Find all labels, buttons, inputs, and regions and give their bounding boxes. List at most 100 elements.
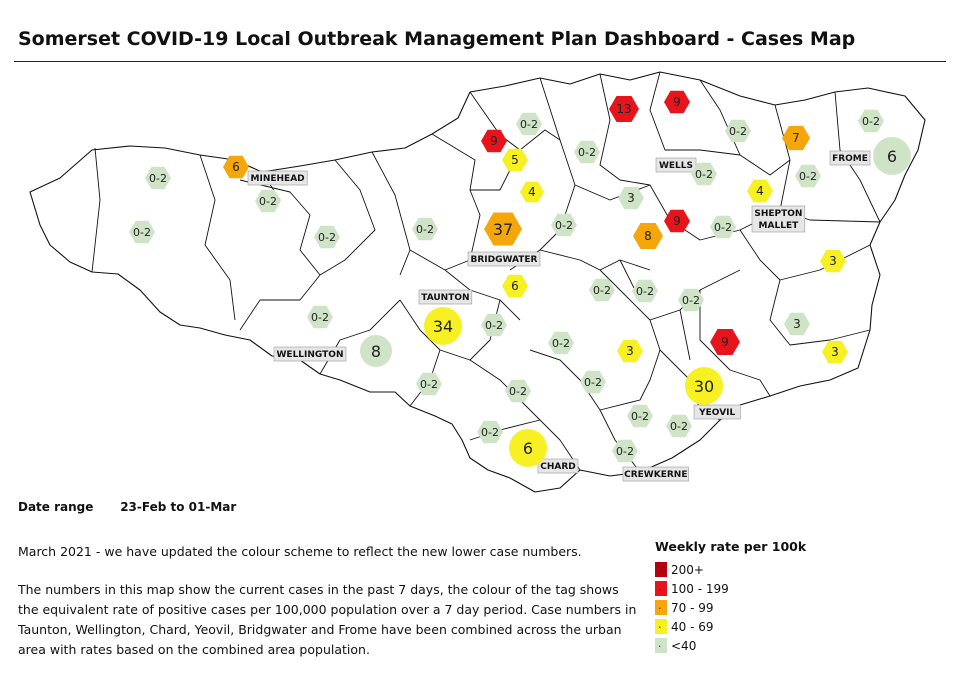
case-marker-label: 3: [831, 345, 839, 359]
case-marker-shape: [618, 186, 644, 210]
case-marker-shape: [664, 209, 690, 233]
case-marker: 4: [747, 179, 773, 203]
case-marker-shape: [505, 379, 531, 403]
case-marker: 4: [520, 181, 544, 203]
case-marker: 9: [664, 209, 690, 233]
case-marker: 0-2: [666, 414, 692, 438]
case-marker: 0-2: [627, 404, 653, 428]
case-marker-shape: [502, 274, 528, 298]
town-label-text: YEOVIL: [698, 408, 735, 418]
case-marker-shape: [632, 279, 658, 303]
date-range-to: 01-Mar: [188, 500, 237, 514]
case-marker: 9: [710, 329, 740, 355]
case-marker-label: 0-2: [670, 420, 688, 433]
case-marker-shape: [822, 340, 848, 364]
case-marker: 8: [360, 335, 392, 367]
case-marker-shape: [795, 164, 821, 188]
case-marker-label: 4: [756, 184, 764, 198]
case-marker-shape: [820, 249, 846, 273]
town-label-box: [829, 150, 871, 166]
case-marker-label: 3: [627, 191, 635, 205]
case-marker-shape: [873, 137, 911, 175]
case-marker-shape: [520, 181, 544, 203]
town-label-text: WELLINGTON: [277, 350, 344, 360]
case-marker-label: 0-2: [481, 426, 499, 439]
case-marker-shape: [477, 420, 503, 444]
town-label-box: [273, 346, 347, 362]
case-marker-label: 0-2: [631, 410, 649, 423]
case-marker-shape: [609, 96, 639, 122]
case-marker-shape: [710, 215, 736, 239]
case-marker-label: 6: [232, 160, 240, 174]
case-marker: 0-2: [307, 305, 333, 329]
case-marker-shape: [223, 155, 249, 179]
legend-item: 200+: [655, 560, 806, 579]
case-marker-shape: [360, 335, 392, 367]
case-marker: 9: [481, 129, 507, 153]
case-marker: 0-2: [477, 420, 503, 444]
case-marker-label: 0-2: [799, 170, 817, 183]
case-marker-shape: [548, 331, 574, 355]
case-marker: 3: [617, 339, 643, 363]
case-marker: 30: [685, 367, 723, 405]
town-label-text: TAUNTON: [421, 293, 469, 303]
case-marker: 37: [484, 212, 522, 246]
case-marker: 0-2: [612, 439, 638, 463]
case-marker-label: 6: [887, 147, 897, 166]
case-marker-shape: [685, 367, 723, 405]
case-marker-shape: [782, 125, 810, 151]
case-marker-shape: [574, 140, 600, 164]
legend-swatch: [655, 561, 667, 577]
case-marker: 0-2: [129, 220, 155, 244]
case-marker: 34: [424, 307, 462, 345]
town-label: CHARD: [537, 458, 579, 474]
case-marker-label: 4: [528, 185, 536, 199]
town-label-text: WELLS: [659, 161, 693, 171]
legend-swatch: [655, 599, 667, 615]
town-label-text: CHARD: [540, 462, 576, 472]
date-range-to-word: to: [170, 500, 185, 514]
case-marker-label: 0-2: [584, 376, 602, 389]
case-marker-label: 0-2: [552, 337, 570, 350]
town-label-box: [751, 205, 806, 233]
town-label: CREWKERNE: [622, 466, 689, 482]
legend-item: 40 - 69: [655, 617, 806, 636]
case-marker: 6: [223, 155, 249, 179]
case-marker: 6: [502, 274, 528, 298]
case-marker-shape: [617, 339, 643, 363]
case-marker-shape: [307, 305, 333, 329]
legend-swatch: [655, 637, 667, 653]
legend-title: Weekly rate per 100k: [655, 539, 807, 554]
case-marker: 13: [609, 96, 639, 122]
case-marker: 0-2: [632, 279, 658, 303]
date-range-from: 23-Feb: [120, 500, 167, 514]
case-marker-label: 3: [793, 317, 801, 331]
case-marker: 0-2: [795, 164, 821, 188]
note-colour-update: March 2021 - we have updated the colour …: [18, 544, 582, 559]
case-marker-shape: [412, 217, 438, 241]
case-marker-shape: [627, 404, 653, 428]
case-marker: 6: [509, 429, 547, 467]
case-marker-shape: [666, 414, 692, 438]
case-marker: 0-2: [505, 379, 531, 403]
legend-label: 70 - 99: [671, 600, 714, 615]
case-marker: 0-2: [516, 112, 542, 136]
case-marker-label: 30: [694, 377, 714, 396]
case-marker: 0-2: [551, 213, 577, 237]
case-marker: 3: [822, 340, 848, 364]
case-marker-label: 9: [673, 214, 681, 228]
legend-label: 200+: [671, 562, 704, 577]
note-explanation: The numbers in this map show the current…: [18, 582, 637, 657]
case-marker-shape: [710, 329, 740, 355]
case-marker-shape: [424, 307, 462, 345]
case-marker-shape: [551, 213, 577, 237]
case-marker: 3: [618, 186, 644, 210]
case-marker-label: 34: [433, 317, 453, 336]
case-marker-shape: [633, 223, 663, 249]
case-marker: 0-2: [314, 225, 340, 249]
town-label-text: BRIDGWATER: [470, 255, 537, 265]
case-marker-shape: [725, 119, 751, 143]
legend-swatch: [655, 618, 667, 634]
legend: Weekly rate per 100k 200+ 100 - 199 70 -…: [655, 539, 806, 655]
case-marker-label: 7: [792, 131, 800, 145]
